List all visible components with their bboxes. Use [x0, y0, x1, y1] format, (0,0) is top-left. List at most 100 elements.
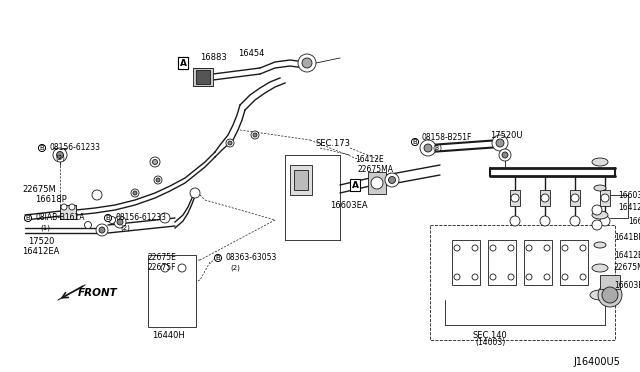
Circle shape [601, 194, 609, 202]
Text: 17520U: 17520U [490, 131, 522, 140]
Text: A: A [179, 58, 186, 67]
Circle shape [69, 204, 75, 210]
Bar [524, 240, 552, 285]
Text: (3): (3) [432, 145, 442, 151]
Bar [368, 172, 386, 194]
Circle shape [580, 245, 586, 251]
Bar [570, 190, 580, 206]
Circle shape [508, 274, 514, 280]
Text: A: A [179, 58, 186, 67]
Text: B: B [26, 215, 30, 221]
Bar [510, 190, 520, 206]
Ellipse shape [590, 290, 610, 300]
Circle shape [602, 287, 618, 303]
Text: 08156-61233: 08156-61233 [50, 144, 101, 153]
Bar [60, 205, 76, 219]
Bar [452, 240, 480, 285]
Text: (2): (2) [55, 155, 65, 161]
Circle shape [600, 216, 610, 226]
Bar [294, 170, 308, 190]
Text: SEC.173: SEC.173 [315, 138, 350, 148]
Circle shape [56, 151, 63, 158]
Circle shape [84, 221, 92, 228]
Bar [600, 275, 620, 289]
Text: (2): (2) [120, 225, 130, 231]
Circle shape [154, 176, 162, 184]
Text: 16603: 16603 [628, 218, 640, 227]
Bar [290, 165, 312, 195]
Bar [148, 255, 196, 327]
Circle shape [228, 141, 232, 145]
Text: 08363-63053: 08363-63053 [226, 253, 277, 263]
Circle shape [96, 224, 108, 236]
Text: 22675E: 22675E [148, 253, 177, 263]
Text: B: B [216, 255, 220, 261]
Circle shape [131, 189, 139, 197]
Text: 16618P: 16618P [35, 196, 67, 205]
Circle shape [53, 148, 67, 162]
Ellipse shape [592, 158, 608, 166]
Ellipse shape [594, 185, 606, 191]
Circle shape [160, 213, 170, 223]
Circle shape [454, 245, 460, 251]
Circle shape [544, 274, 550, 280]
Bar [193, 68, 213, 86]
Text: 16883: 16883 [200, 54, 227, 62]
Bar [196, 70, 210, 84]
Circle shape [472, 245, 478, 251]
Circle shape [540, 216, 550, 226]
Circle shape [133, 191, 137, 195]
Circle shape [253, 133, 257, 137]
Circle shape [61, 204, 67, 210]
Circle shape [302, 58, 312, 68]
Text: 1641BFA: 1641BFA [614, 234, 640, 243]
Circle shape [526, 245, 532, 251]
Text: 08158-B251F: 08158-B251F [422, 134, 472, 142]
Circle shape [117, 219, 123, 225]
Circle shape [592, 205, 602, 215]
Circle shape [454, 274, 460, 280]
Circle shape [502, 152, 508, 158]
Circle shape [114, 216, 126, 228]
Circle shape [99, 227, 105, 233]
Text: 16412E: 16412E [614, 250, 640, 260]
Text: (2): (2) [230, 265, 240, 271]
Text: SEC.140: SEC.140 [472, 330, 508, 340]
Text: A: A [351, 180, 358, 189]
Circle shape [490, 245, 496, 251]
Circle shape [592, 220, 602, 230]
Circle shape [562, 274, 568, 280]
Circle shape [371, 177, 383, 189]
Text: 16412F: 16412F [618, 203, 640, 212]
Bar [540, 190, 550, 206]
Text: 17520: 17520 [28, 237, 54, 247]
Text: 22675MA: 22675MA [614, 263, 640, 273]
Ellipse shape [592, 264, 608, 272]
Text: J16400U5: J16400U5 [573, 357, 620, 367]
Ellipse shape [592, 211, 608, 219]
Circle shape [510, 216, 520, 226]
Circle shape [152, 160, 157, 164]
Circle shape [490, 274, 496, 280]
Text: 22675MA: 22675MA [358, 166, 394, 174]
Circle shape [598, 283, 622, 307]
Circle shape [109, 217, 115, 224]
Text: 16603EA: 16603EA [330, 201, 367, 209]
Text: B: B [40, 145, 44, 151]
Text: FRONT: FRONT [78, 288, 118, 298]
Circle shape [385, 173, 399, 187]
Bar [488, 240, 516, 285]
Circle shape [420, 140, 436, 156]
Circle shape [570, 216, 580, 226]
Circle shape [150, 157, 160, 167]
Circle shape [562, 245, 568, 251]
Circle shape [541, 194, 549, 202]
Circle shape [424, 144, 432, 152]
Text: 16412E: 16412E [355, 155, 384, 164]
Text: (14003): (14003) [475, 339, 505, 347]
Circle shape [508, 245, 514, 251]
Circle shape [226, 139, 234, 147]
Text: B: B [106, 215, 110, 221]
Text: 08156-61233: 08156-61233 [116, 214, 167, 222]
Circle shape [190, 188, 200, 198]
